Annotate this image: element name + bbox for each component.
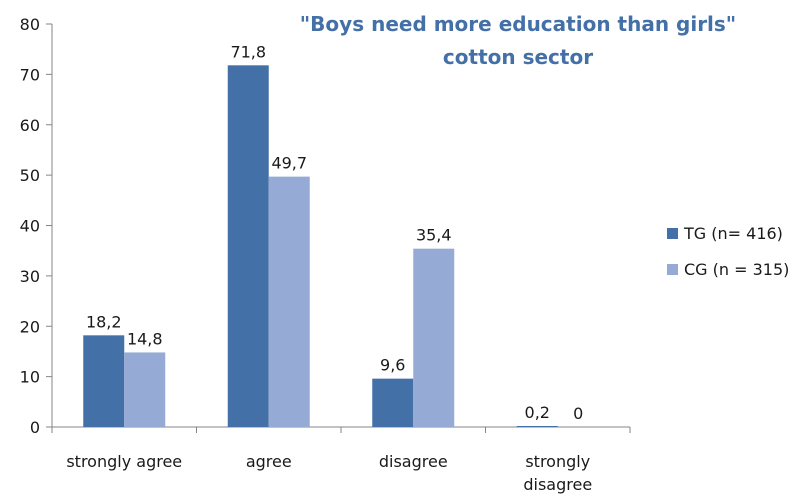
y-tick-label: 70 [20,65,40,84]
y-tick-label: 20 [20,317,40,336]
y-tick-label: 40 [20,217,40,236]
data-label: 9,6 [380,356,405,375]
data-label: 18,2 [86,312,122,331]
chart-subtitle: cotton sector [443,45,593,69]
legend-swatch [667,264,678,275]
y-tick-label: 80 [20,15,40,34]
bar [83,335,125,427]
y-tick-label: 10 [20,368,40,387]
bar [372,378,414,427]
y-tick-label: 30 [20,267,40,286]
bar [124,352,166,427]
bar [516,425,558,427]
legend-label: CG (n = 315) [684,260,789,279]
data-label: 0,2 [525,403,550,422]
y-tick-label: 50 [20,166,40,185]
data-label: 49,7 [271,154,307,173]
data-label: 14,8 [127,329,163,348]
data-label: 0 [573,404,583,423]
data-label: 71,8 [230,42,266,61]
legend: TG (n= 416) CG (n = 315) [667,224,789,279]
x-tick-label: strongly agree [66,452,182,471]
x-tick-label: disagree [379,452,448,471]
bar [268,176,310,427]
bars [83,65,558,428]
x-tick-label: strongly disagree [523,452,592,494]
chart-title-group: "Boys need more education than girls" co… [300,12,736,69]
x-tick-label: agree [246,452,292,471]
y-tick-label: 60 [20,116,40,135]
y-tick-label: 0 [30,418,40,437]
bar [227,65,269,428]
chart-title: "Boys need more education than girls" [300,12,736,36]
legend-label: TG (n= 416) [683,224,783,243]
data-label: 35,4 [416,226,452,245]
data-labels: 18,2 14,8 71,8 49,7 9,6 35,4 0,2 0 [86,42,583,423]
bar [413,248,455,427]
legend-swatch [667,228,678,239]
axes: 0 10 20 30 40 50 60 70 80 strongly agree agree disa… [20,15,631,494]
